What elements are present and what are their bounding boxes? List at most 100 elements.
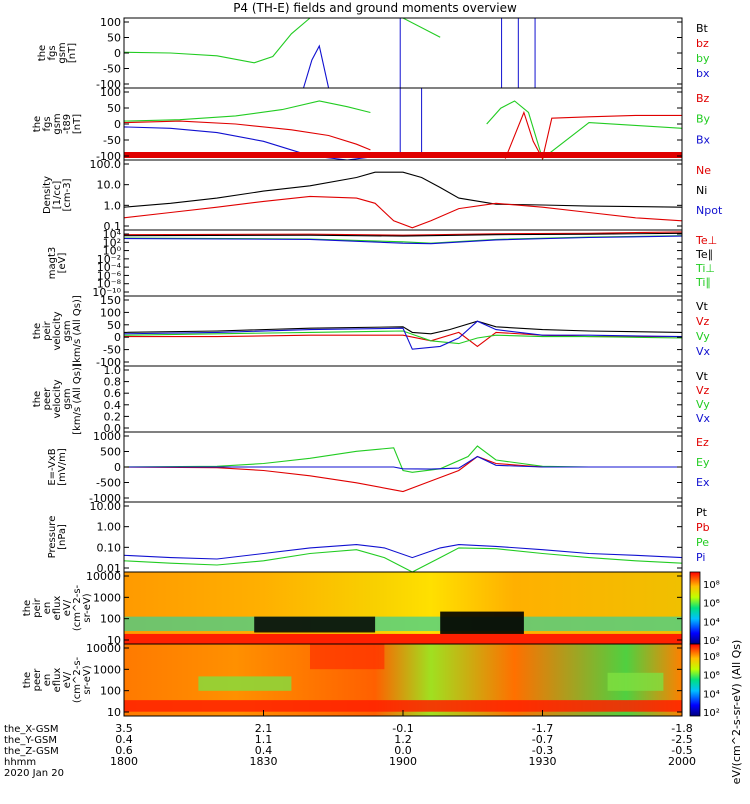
y-tick-label: -100	[96, 356, 121, 369]
y-tick-label: 0	[114, 461, 121, 474]
colorbar-tick-label: 10⁴	[703, 689, 720, 700]
legend-Ni: Ni	[696, 184, 707, 197]
x-axis-row-value: 1800	[110, 755, 138, 768]
y-tick-label: 10.0	[97, 179, 122, 192]
y-tick-label: 10⁻⁶	[97, 269, 122, 282]
legend-Bt: Bt	[696, 22, 709, 35]
series-Te⊥-line	[123, 231, 683, 236]
y-axis-label-line: eflux	[52, 668, 63, 693]
y-tick-label: -1000	[89, 492, 121, 505]
series-Ne-line	[123, 195, 683, 229]
x-axis-row-value: 0.0	[394, 744, 412, 757]
y-tick-label: 1.00	[97, 521, 122, 534]
y-axis-label-line: gsm	[52, 113, 63, 134]
plot-title: P4 (TH-E) fields and ground moments over…	[233, 1, 517, 15]
y-tick-label: 10	[107, 706, 121, 719]
y-axis-label-line: gsm	[62, 388, 73, 409]
y-axis-label-line: velocity	[52, 379, 63, 418]
y-tick-label: 10⁻⁴	[97, 261, 122, 274]
series-Ex-line	[124, 455, 682, 470]
y-axis-label-line: [cm-3]	[62, 178, 73, 211]
x-axis-row-value: 1.1	[255, 733, 273, 746]
y-tick-label: 0	[114, 47, 121, 60]
colorbar-tick-label: 10⁸	[703, 580, 720, 591]
x-axis-row-label: hhmm	[4, 757, 36, 768]
y-axis-label-line: [1/cc]	[52, 181, 63, 210]
y-axis-label-line: eV/	[62, 671, 73, 688]
y-tick-label: 1000	[93, 430, 121, 443]
y-tick-label: 0.1	[104, 220, 122, 233]
y-axis-label-line: Density	[42, 176, 53, 214]
heatmap-low-energy-band	[124, 616, 682, 632]
y-axis-label-line: the	[32, 323, 43, 339]
x-axis-row-label: the_Z-GSM	[4, 746, 59, 757]
y-tick-label: 100.0	[90, 158, 122, 171]
y-axis-label-line: the	[22, 672, 33, 688]
panel-peer_en_eflux: 10⁸ 10⁶ 10⁴ 10² 10000 1000 100 10 the peer en eflux…	[22, 642, 720, 719]
legend-Ne: Ne	[696, 164, 711, 177]
y-axis-label-line: eV/	[62, 599, 73, 616]
colorbar-tick-label: 10²	[703, 708, 720, 719]
y-axis-label-line: en	[42, 674, 53, 687]
legend-Bz: Bz	[696, 92, 710, 105]
legend-Pt: Pt	[696, 506, 708, 519]
series-Ey-line	[123, 445, 682, 473]
y-tick-label: 1000	[93, 663, 121, 676]
y-tick-label: -500	[96, 477, 121, 490]
y-tick-label: 10	[107, 634, 121, 647]
legend-Ti∥: Ti∥	[695, 276, 711, 289]
legend-Vx: Vx	[696, 345, 711, 358]
y-tick-label: 500	[100, 446, 121, 459]
x-axis-row-value: 3.5	[115, 722, 133, 735]
y-tick-label: -50	[103, 63, 121, 76]
legend-Ti⊥: Ti⊥	[695, 262, 715, 275]
y-tick-label: 1.0	[104, 364, 122, 377]
x-axis-row-value: -0.5	[671, 744, 692, 757]
y-tick-label: 1000	[93, 591, 121, 604]
y-axis-label-line: [mV/m]	[57, 448, 68, 486]
legend-Ey: Ey	[696, 456, 710, 469]
legend-By: By	[696, 113, 711, 126]
y-tick-label: 10000	[86, 642, 121, 655]
legend-Vy: Vy	[696, 398, 710, 411]
y-tick-label: 100	[100, 86, 121, 99]
y-axis-label-line: velocity	[52, 311, 63, 350]
series-Ez-line	[123, 455, 682, 493]
legend-Pi: Pi	[696, 551, 705, 564]
legend-Vt: Vt	[696, 300, 709, 313]
heatmap-bottom-band	[124, 700, 682, 712]
legend-Vz: Vz	[696, 315, 710, 328]
y-axis-label-line: [nT]	[67, 43, 78, 63]
red-band-bar	[124, 152, 682, 158]
y-tick-label: 0.10	[97, 541, 122, 554]
heatmap-peir_en_eflux-background	[124, 572, 682, 644]
y-axis-label-line: the	[32, 391, 43, 407]
y-tick-label: 0	[114, 331, 121, 344]
y-tick-label: 50	[107, 102, 121, 115]
y-tick-label: 150	[100, 294, 121, 307]
legend-Pb: Pb	[696, 521, 710, 534]
y-axis-label-line: peer	[42, 387, 53, 411]
y-tick-label: 10000	[86, 570, 121, 583]
x-axis-row-value: -1.7	[532, 722, 553, 735]
panel-frame	[123, 17, 683, 89]
x-axis-row-label: the_X-GSM	[4, 724, 58, 735]
panel-peir_en_eflux: 10⁸ 10⁶ 10⁴ 10² 10000 1000 100 10 the peir en eflux…	[22, 570, 720, 647]
y-tick-label: 0.4	[104, 399, 122, 412]
x-axis-row-value: 1830	[250, 755, 278, 768]
colorbar-unit-label: eV/(cm^2-s-sr-eV) (All Qs)	[730, 640, 743, 785]
y-tick-label: 0	[114, 118, 121, 131]
y-tick-label: 10⁻⁸	[97, 278, 122, 291]
y-axis-label-line: (cm^2-s-	[72, 584, 83, 631]
y-tick-label: 0.2	[104, 410, 122, 423]
x-axis-row-value: 1900	[389, 755, 417, 768]
y-tick-label: 0.6	[104, 387, 122, 400]
x-axis-row-value: -1.8	[671, 722, 692, 735]
y-axis-label-line: sr-eV)	[82, 665, 93, 694]
legend-by: by	[696, 52, 710, 65]
series-Bz-line	[123, 120, 371, 151]
y-tick-label: 10.00	[90, 500, 122, 513]
